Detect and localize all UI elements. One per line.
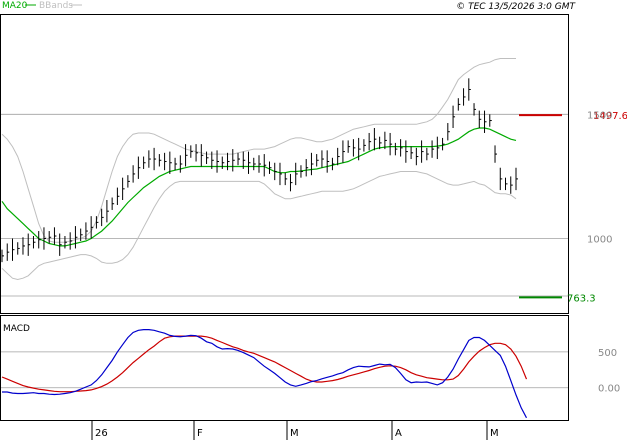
x-tick-label: M bbox=[290, 428, 299, 439]
bbands-legend-label: BBands bbox=[39, 1, 73, 11]
price-levels: 1497.6 763.3 bbox=[519, 111, 627, 304]
macd-tick-labels: 500 0.00 bbox=[598, 348, 620, 395]
bbands-lower-line bbox=[1, 171, 517, 281]
macd-tick-label: 0.00 bbox=[598, 384, 620, 395]
ma20-line bbox=[1, 127, 517, 247]
ma20-legend-label: MA20 bbox=[2, 1, 28, 11]
price-tick-labels: 1000 1500 bbox=[587, 110, 612, 245]
ma20-series bbox=[1, 127, 517, 247]
macd-panel-frame bbox=[0, 315, 569, 421]
x-axis: 26 F M A M bbox=[91, 421, 499, 440]
bbands-upper-line bbox=[1, 58, 516, 243]
price-series bbox=[1, 78, 518, 263]
x-tick-label: A bbox=[395, 428, 402, 439]
signal-line bbox=[1, 335, 528, 393]
x-tick-label: F bbox=[197, 428, 203, 439]
support-level-label: 763.3 bbox=[567, 293, 596, 304]
x-tick-label: M bbox=[490, 428, 499, 439]
macd-series bbox=[1, 329, 528, 419]
macd-line bbox=[2, 329, 528, 419]
price-tick-label: 1000 bbox=[587, 235, 612, 246]
resistance-level-label: 1497.6 bbox=[593, 111, 627, 122]
copyright-text: © TEC 13/5/2026 3:0 GMT bbox=[456, 2, 576, 12]
x-tick-label: 26 bbox=[95, 428, 108, 439]
macd-gridlines bbox=[1, 351, 568, 389]
bollinger-bands bbox=[1, 58, 517, 281]
price-tick-label: 1500 bbox=[587, 110, 612, 121]
macd-panel-title: MACD bbox=[3, 324, 30, 334]
price-gridlines bbox=[1, 113, 568, 297]
macd-tick-label: 500 bbox=[598, 348, 617, 359]
price-panel-frame bbox=[0, 14, 569, 314]
